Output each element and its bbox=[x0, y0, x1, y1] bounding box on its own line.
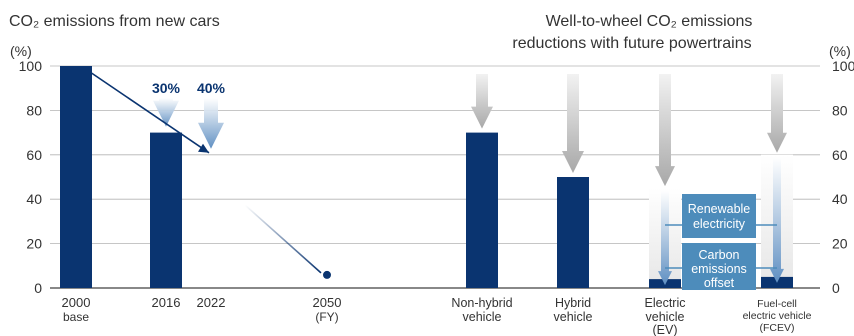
x-label-right: (FCEV) bbox=[760, 322, 795, 334]
y-tick-left: 0 bbox=[34, 280, 42, 296]
right-unit-label: (%) bbox=[829, 43, 851, 59]
y-tick-left: 40 bbox=[26, 191, 42, 207]
x-label-2000: 2000 bbox=[62, 295, 91, 310]
x-label-right: Fuel-cell bbox=[757, 298, 797, 310]
x-label-2016: 2016 bbox=[152, 295, 181, 310]
right-title-line2: reductions with future powertrains bbox=[512, 35, 751, 52]
box-text: emissions bbox=[691, 262, 747, 276]
y-tick-right: 20 bbox=[832, 236, 848, 252]
y-tick-right: 0 bbox=[832, 280, 840, 296]
x-label-right: (EV) bbox=[653, 323, 678, 336]
x-label-sub: (FY) bbox=[315, 310, 338, 324]
trend-line-2022 bbox=[89, 71, 210, 154]
box-text: Carbon bbox=[699, 248, 740, 262]
gray-arrow-non-hybrid bbox=[471, 74, 493, 129]
blue-arrow-ev bbox=[658, 190, 672, 286]
right-title-line1: Well-to-wheel CO₂ emissions bbox=[546, 13, 753, 30]
bar-non-hybrid bbox=[466, 132, 498, 288]
y-tick-left: 60 bbox=[26, 147, 42, 163]
x-label-right: Hybrid bbox=[555, 296, 591, 310]
box-carbon-emissions-offset bbox=[682, 243, 756, 290]
x-label-2050: 2050 bbox=[313, 295, 342, 310]
left-unit-label: (%) bbox=[10, 43, 32, 59]
bar-2000 bbox=[60, 66, 92, 288]
gray-arrow-ev bbox=[655, 74, 675, 187]
reduction-label: 30% bbox=[152, 80, 181, 96]
x-label-right: Non-hybrid bbox=[451, 296, 512, 310]
reduction-label: 40% bbox=[197, 80, 226, 96]
x-label-right: vehicle bbox=[463, 310, 502, 324]
trend-arrowhead-2022 bbox=[198, 143, 209, 153]
blue-arrow-fcev bbox=[770, 157, 784, 283]
x-label-right: electric vehicle bbox=[743, 310, 812, 322]
gray-arrow-hybrid bbox=[562, 74, 584, 173]
x-label-2022: 2022 bbox=[197, 295, 226, 310]
bar-2016 bbox=[150, 132, 182, 288]
trend-line-2050 bbox=[244, 204, 322, 274]
point-2050 bbox=[323, 270, 331, 279]
x-label-sub: base bbox=[63, 310, 89, 324]
x-label-right: vehicle bbox=[554, 310, 593, 324]
gray-arrow-fcev bbox=[767, 74, 787, 153]
y-tick-right: 100 bbox=[832, 58, 854, 74]
y-tick-left: 20 bbox=[26, 236, 42, 252]
box-text: electricity bbox=[693, 217, 746, 231]
x-label-right: vehicle bbox=[646, 310, 685, 324]
bar-hybrid bbox=[557, 177, 589, 288]
y-tick-left: 100 bbox=[19, 58, 43, 74]
box-text: Renewable bbox=[688, 202, 751, 216]
x-label-right: Electric bbox=[645, 296, 686, 310]
y-tick-right: 60 bbox=[832, 147, 848, 163]
trend-arrows bbox=[89, 71, 331, 279]
reduction-arrow-30% bbox=[153, 98, 179, 127]
reduction-arrow-40% bbox=[198, 98, 224, 149]
y-tick-right: 80 bbox=[832, 102, 848, 118]
left-title: CO₂ emissions from new cars bbox=[9, 13, 220, 30]
y-tick-right: 40 bbox=[832, 191, 848, 207]
box-renewable-electricity bbox=[682, 194, 756, 238]
y-tick-left: 80 bbox=[26, 102, 42, 118]
box-text: offset bbox=[704, 276, 735, 290]
reduction-arrows bbox=[153, 74, 787, 286]
